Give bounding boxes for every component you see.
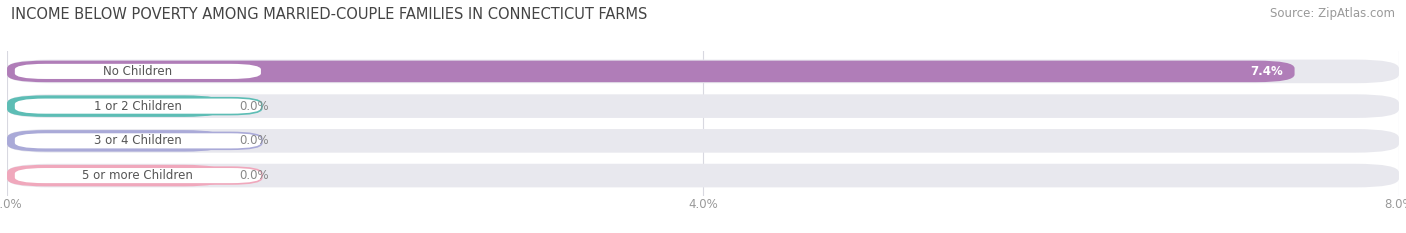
Text: 0.0%: 0.0% [239, 169, 269, 182]
FancyBboxPatch shape [7, 165, 222, 186]
FancyBboxPatch shape [14, 132, 262, 149]
FancyBboxPatch shape [14, 63, 262, 80]
FancyBboxPatch shape [14, 167, 262, 184]
Text: 1 or 2 Children: 1 or 2 Children [94, 100, 181, 113]
FancyBboxPatch shape [7, 129, 1399, 153]
Text: No Children: No Children [103, 65, 173, 78]
FancyBboxPatch shape [7, 94, 1399, 118]
Text: 0.0%: 0.0% [239, 100, 269, 113]
FancyBboxPatch shape [7, 60, 1399, 83]
FancyBboxPatch shape [7, 61, 1295, 82]
Text: 5 or more Children: 5 or more Children [83, 169, 193, 182]
Text: 3 or 4 Children: 3 or 4 Children [94, 134, 181, 147]
FancyBboxPatch shape [7, 130, 222, 152]
FancyBboxPatch shape [7, 164, 1399, 187]
Text: INCOME BELOW POVERTY AMONG MARRIED-COUPLE FAMILIES IN CONNECTICUT FARMS: INCOME BELOW POVERTY AMONG MARRIED-COUPL… [11, 7, 648, 22]
Text: Source: ZipAtlas.com: Source: ZipAtlas.com [1270, 7, 1395, 20]
Text: 7.4%: 7.4% [1251, 65, 1284, 78]
Text: 0.0%: 0.0% [239, 134, 269, 147]
FancyBboxPatch shape [14, 98, 262, 115]
FancyBboxPatch shape [7, 95, 222, 117]
